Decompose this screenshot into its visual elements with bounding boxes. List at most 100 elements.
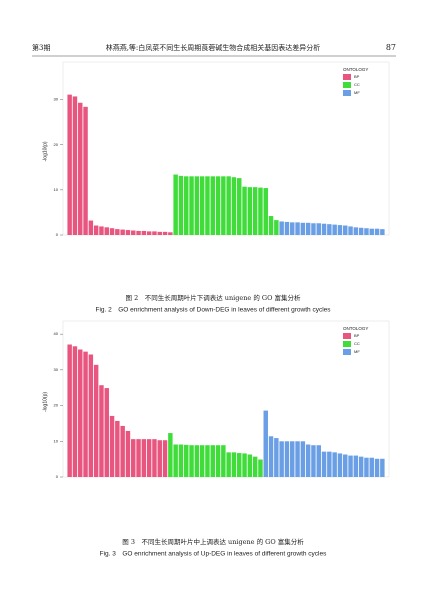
bar [374, 458, 380, 477]
bar [279, 221, 284, 235]
bar [162, 231, 168, 235]
y-tick-label: 30 [54, 97, 59, 102]
bar [337, 225, 343, 235]
bar [305, 222, 311, 235]
bar [67, 94, 72, 235]
bar [173, 444, 178, 477]
bar [247, 454, 253, 477]
bar [215, 176, 221, 235]
bar [120, 425, 125, 477]
bar [215, 445, 221, 477]
bar [242, 186, 247, 235]
bar [93, 364, 99, 477]
y-tick-label: 20 [54, 403, 59, 408]
legend-swatch [343, 82, 351, 88]
legend-swatch [343, 74, 351, 80]
bar [146, 231, 152, 235]
bar [226, 176, 231, 235]
legend-swatch [343, 349, 351, 355]
bar [178, 175, 184, 235]
bar [369, 228, 374, 235]
bar [258, 459, 263, 477]
bar [337, 453, 343, 477]
bar [194, 176, 200, 235]
bar [168, 433, 173, 477]
legend-swatch [343, 90, 351, 96]
bar [189, 176, 194, 235]
bar [348, 455, 353, 477]
bar [284, 221, 290, 235]
bar [221, 176, 226, 235]
bar [321, 451, 327, 477]
bar [78, 349, 83, 477]
y-tick-label: 40 [54, 331, 59, 336]
bar [242, 453, 247, 477]
bar [252, 456, 258, 477]
bar [72, 346, 78, 477]
bar [131, 230, 136, 235]
bar [252, 187, 258, 235]
y-tick-label: 10 [54, 438, 59, 443]
bar [120, 229, 125, 235]
bar [210, 445, 215, 477]
bar [316, 223, 321, 235]
bar [125, 430, 131, 477]
bar [88, 354, 94, 477]
bar [115, 420, 120, 477]
bar [78, 102, 83, 235]
issue: 第3期 [32, 43, 50, 52]
bar [327, 451, 332, 477]
bar [380, 229, 385, 235]
bar [321, 223, 327, 235]
legend-swatch [343, 333, 351, 339]
bar [162, 440, 168, 477]
legend-title: ONTOLOGY [343, 67, 368, 72]
bar [258, 187, 263, 235]
bar [109, 415, 115, 477]
bar [72, 96, 78, 235]
bar [263, 188, 268, 235]
bar [290, 441, 295, 477]
y-tick-label: 30 [54, 367, 59, 372]
legend-label: CC [354, 82, 360, 87]
bar [184, 444, 189, 477]
running-title: 林燕燕,等:白凤菜不同生长周期莨菪碱生物合成相关基因表达差异分析 [106, 43, 321, 52]
bar [109, 228, 115, 235]
bar [380, 458, 385, 477]
bar [173, 174, 178, 235]
bar [364, 228, 369, 235]
bar [311, 223, 316, 235]
bar [210, 176, 215, 235]
plot-frame [62, 61, 390, 236]
bar [305, 444, 311, 477]
bar [152, 439, 157, 477]
bar [178, 444, 184, 477]
legend-swatch [343, 341, 351, 347]
bar [268, 436, 274, 477]
bar [300, 222, 306, 235]
bar [141, 439, 147, 477]
bar [226, 452, 231, 477]
bar [189, 445, 194, 477]
bar [88, 220, 94, 235]
bar [93, 225, 99, 235]
bar [358, 456, 364, 477]
bar [205, 445, 210, 477]
bar [125, 230, 131, 235]
bar [295, 222, 300, 235]
bar [146, 439, 152, 477]
bar [136, 230, 141, 235]
bar [184, 176, 189, 235]
bar [83, 351, 88, 477]
y-tick-label: 0 [56, 474, 59, 479]
bar [364, 457, 369, 477]
bar [157, 231, 162, 235]
y-tick-label: 0 [56, 232, 59, 237]
bar [99, 385, 104, 477]
legend-label: CC [354, 341, 360, 346]
bar [343, 225, 348, 235]
bar [358, 227, 364, 235]
bar [221, 445, 226, 477]
bar [279, 441, 284, 477]
bar [369, 457, 374, 477]
